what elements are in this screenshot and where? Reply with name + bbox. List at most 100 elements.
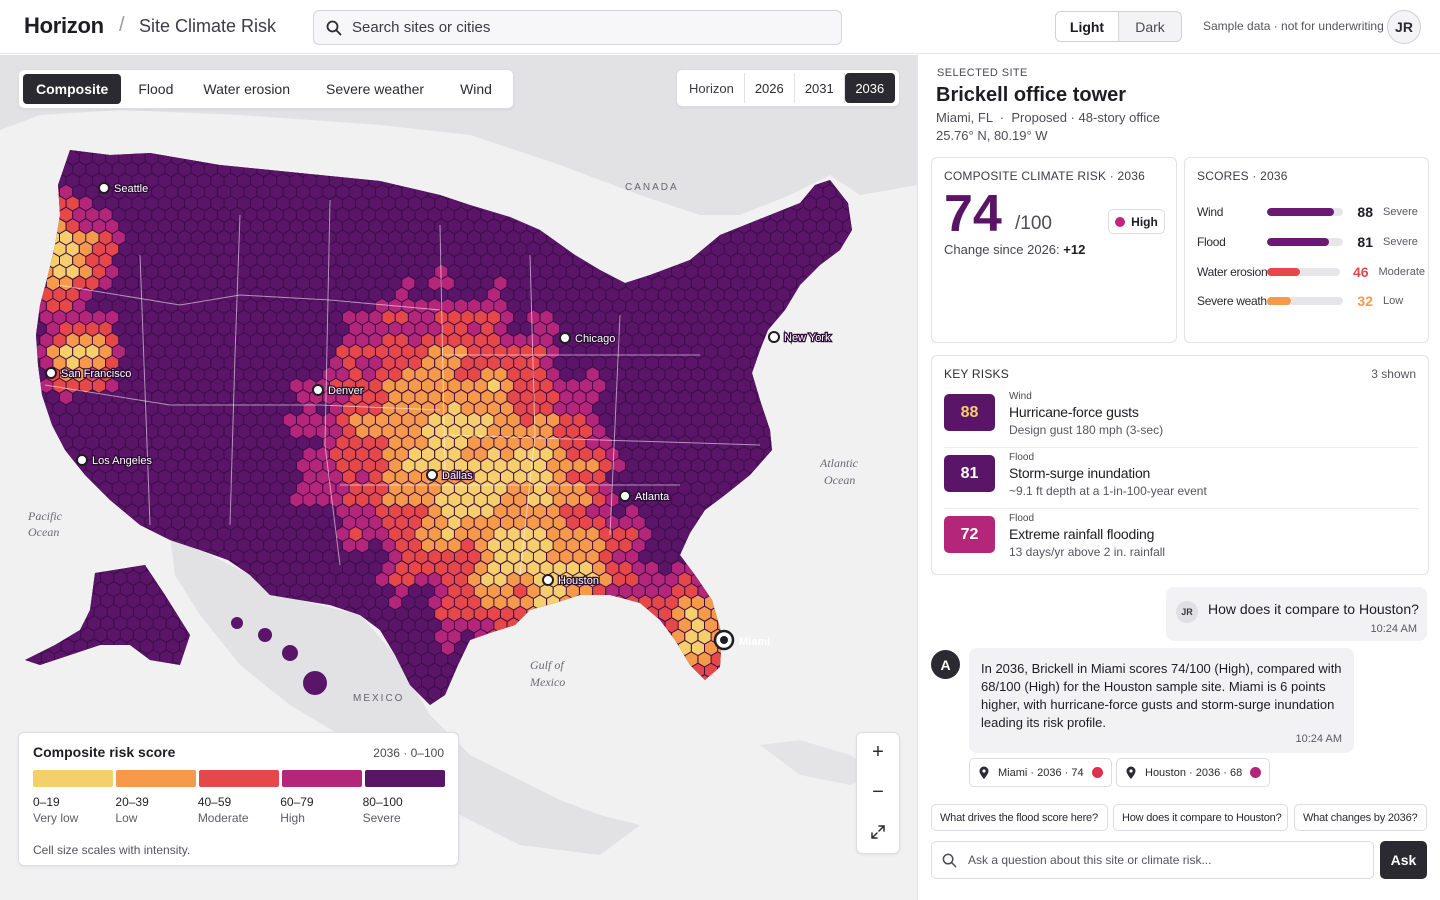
- top-bar: Horizon / Site Climate Risk Search sites…: [0, 0, 1440, 54]
- theme-toggle: Light Dark: [1055, 11, 1182, 42]
- risk-level-badge: High: [1108, 209, 1165, 234]
- risk-score-badge: 81: [944, 455, 995, 492]
- legend-bin-name: Low: [115, 811, 138, 825]
- city-label: New York: [784, 332, 831, 344]
- city-label: Denver: [328, 385, 364, 397]
- tab-wind[interactable]: Wind: [460, 81, 492, 97]
- zoom-controls: + −: [856, 732, 900, 854]
- risk-map-canvas[interactable]: CANADA MEXICO Pacific Ocean Atlantic Oce…: [0, 55, 918, 900]
- breadcrumb[interactable]: Site Climate Risk: [139, 16, 277, 36]
- key-risk-item[interactable]: 88 Wind Hurricane-force gusts Design gust 1…: [944, 390, 1418, 448]
- key-risks-card: KEY RISKS 3 shown 88 Wind Hurricane-force …: [931, 355, 1429, 575]
- risk-level-dot: [1115, 216, 1126, 227]
- city-label: Houston: [558, 575, 599, 587]
- score-band: Low: [1383, 295, 1404, 307]
- legend-swatch: [199, 770, 279, 787]
- score-band: Severe: [1383, 206, 1418, 218]
- city-label: Chicago: [575, 333, 615, 345]
- score-bar-fill: [1267, 238, 1329, 246]
- breadcrumb-separator: /: [119, 14, 125, 36]
- risk-category: Wind: [1009, 391, 1032, 402]
- key-risk-item[interactable]: 72 Flood Extreme rainfall flooding 13 days/…: [944, 512, 1418, 570]
- legend-bins: 0–19 Very low 20–39 Low 40–59 Moderate 60–79 Hi…: [33, 794, 445, 826]
- risk-score-badge: 72: [944, 516, 995, 553]
- legend-note: Cell size scales with intensity.: [33, 843, 191, 857]
- cuba-landmass: [760, 740, 880, 785]
- user-message-text: How does it compare to Houston?: [1208, 601, 1419, 617]
- legend-swatch: [116, 770, 196, 787]
- risk-title: Extreme rainfall flooding: [1009, 526, 1155, 542]
- legend-bin-range: 80–100: [362, 795, 403, 809]
- composite-risk-card: COMPOSITE CLIMATE RISK · 2036 74 /100 Hi…: [931, 157, 1177, 343]
- city-marker[interactable]: [45, 367, 57, 379]
- risk-level-text: High: [1131, 214, 1158, 229]
- score-bar: [1267, 297, 1343, 305]
- layer-tabs: Composite Flood Water erosion Severe wea…: [18, 69, 514, 109]
- map-view[interactable]: CANADA MEXICO Pacific Ocean Atlantic Oce…: [0, 55, 918, 900]
- user-message-time: 10:24 AM: [1370, 623, 1417, 635]
- risk-detail: 13 days/yr above 2 in. rainfall: [1009, 545, 1166, 559]
- ask-button[interactable]: Ask: [1380, 841, 1427, 879]
- map-pin-icon: [978, 766, 992, 780]
- legend-color-scale: [33, 770, 445, 787]
- key-risk-item[interactable]: 81 Flood Storm-surge inundation ~9.1 ft dep…: [944, 451, 1418, 509]
- ask-input[interactable]: Ask a question about this site or climat…: [931, 841, 1374, 879]
- composite-header: COMPOSITE CLIMATE RISK · 2036: [944, 169, 1145, 183]
- score-band: Severe: [1383, 236, 1418, 248]
- search-input[interactable]: Search sites or cities: [313, 10, 842, 45]
- assistant-message-time: 10:24 AM: [1295, 733, 1342, 745]
- city-marker[interactable]: [98, 182, 110, 194]
- score-row: Flood 81 Severe: [1197, 232, 1425, 252]
- chip-label: Miami · 2036 · 74: [998, 766, 1084, 779]
- hawaii-risk-cells: [231, 617, 327, 695]
- assistant-avatar: A: [931, 650, 960, 679]
- user-avatar[interactable]: JR: [1387, 10, 1421, 44]
- zoom-out-button[interactable]: −: [872, 780, 884, 803]
- legend-bin-name: Severe: [362, 811, 401, 825]
- suggestion-changes-2036[interactable]: What changes by 2036?: [1294, 804, 1427, 831]
- scores-header: SCORES · 2036: [1197, 169, 1288, 183]
- suggestion-compare-houston[interactable]: How does it compare to Houston?: [1113, 804, 1288, 831]
- legend-bin-range: 20–39: [115, 795, 149, 809]
- selected-site-marker[interactable]: [720, 636, 728, 644]
- city-marker[interactable]: [542, 574, 554, 586]
- city-marker[interactable]: [426, 469, 438, 481]
- score-value: 81: [1357, 234, 1373, 250]
- year-2031-button[interactable]: 2031: [795, 73, 845, 103]
- year-2026-button[interactable]: 2026: [745, 73, 795, 103]
- score-value: 32: [1357, 293, 1373, 309]
- city-label: Dallas: [442, 470, 473, 482]
- change-value: +12: [1063, 242, 1086, 257]
- zoom-in-button[interactable]: +: [872, 741, 884, 764]
- city-marker[interactable]: [768, 331, 780, 343]
- tab-water-erosion[interactable]: Water erosion: [203, 81, 290, 97]
- city-marker[interactable]: [559, 332, 571, 344]
- city-marker[interactable]: [619, 490, 631, 502]
- legend-swatch: [33, 770, 113, 787]
- theme-dark-button[interactable]: Dark: [1135, 18, 1165, 35]
- legend-bin-range: 40–59: [197, 795, 232, 809]
- suggestion-flood-score[interactable]: What drives the flood score here?: [931, 804, 1108, 831]
- legend-bin: 0–19 Very low: [33, 794, 115, 826]
- site-coordinates: 25.76° N, 80.19° W: [936, 128, 1048, 143]
- brand-logo[interactable]: Horizon: [24, 13, 104, 38]
- location-chip-houston[interactable]: Houston · 2036 · 68: [1116, 758, 1271, 787]
- city-label: Los Angeles: [92, 455, 152, 467]
- year-2036-button[interactable]: 2036: [844, 73, 895, 103]
- score-row: Severe weather 32 Low: [1197, 291, 1425, 311]
- fullscreen-button[interactable]: [857, 812, 899, 852]
- risk-score-badge: 88: [944, 394, 995, 431]
- tab-composite[interactable]: Composite: [23, 74, 122, 104]
- legend-bin-range: 0–19: [33, 795, 60, 809]
- horizon-label: Horizon: [681, 73, 745, 103]
- city-marker[interactable]: [312, 384, 324, 396]
- label-gulf-1: Gulf of: [530, 658, 565, 672]
- tab-flood[interactable]: Flood: [138, 81, 174, 97]
- tab-severe-weather[interactable]: Severe weather: [326, 81, 425, 97]
- map-pin-icon: [1125, 766, 1139, 780]
- search-icon: [326, 20, 342, 36]
- city-marker[interactable]: [76, 454, 88, 466]
- change-since: Change since 2026: +12: [944, 242, 1085, 257]
- location-chip-miami[interactable]: Miami · 2036 · 74: [969, 758, 1112, 787]
- theme-light-button[interactable]: Light: [1056, 12, 1119, 41]
